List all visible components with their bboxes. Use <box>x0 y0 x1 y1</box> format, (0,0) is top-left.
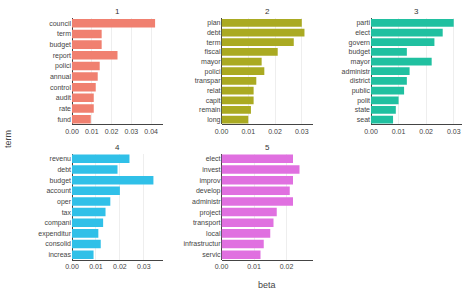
svg-text:debt: debt <box>207 29 221 36</box>
svg-text:0.02: 0.02 <box>268 128 282 135</box>
svg-text:0.03: 0.03 <box>295 128 309 135</box>
svg-text:0.00: 0.00 <box>65 263 79 270</box>
svg-text:term: term <box>207 39 221 46</box>
svg-text:revenu: revenu <box>50 155 72 162</box>
svg-text:3: 3 <box>414 7 419 16</box>
svg-text:term: term <box>57 30 71 37</box>
svg-text:0.03: 0.03 <box>447 128 461 135</box>
svg-text:district: district <box>350 77 370 84</box>
svg-text:0.01: 0.01 <box>247 263 261 270</box>
svg-text:increas: increas <box>48 251 71 258</box>
svg-text:debt: debt <box>57 166 71 173</box>
svg-text:0.00: 0.00 <box>65 128 79 135</box>
svg-text:0.02: 0.02 <box>105 128 119 135</box>
svg-text:develop: develop <box>196 187 221 195</box>
svg-text:4: 4 <box>115 143 120 152</box>
svg-text:project: project <box>199 209 220 217</box>
svg-text:compani: compani <box>45 219 72 227</box>
svg-text:0.03: 0.03 <box>125 128 139 135</box>
svg-text:1: 1 <box>115 7 120 16</box>
svg-text:0.01: 0.01 <box>85 128 99 135</box>
svg-text:consolid: consolid <box>45 240 71 247</box>
svg-text:state: state <box>355 106 370 113</box>
svg-text:local: local <box>206 230 221 237</box>
svg-text:elect: elect <box>355 29 370 36</box>
svg-text:rate: rate <box>59 105 71 112</box>
svg-text:parti: parti <box>356 19 370 27</box>
svg-text:0.00: 0.00 <box>215 263 229 270</box>
svg-text:council: council <box>49 20 71 27</box>
svg-text:capit: capit <box>206 97 221 105</box>
svg-text:0.02: 0.02 <box>280 263 294 270</box>
svg-text:report: report <box>53 52 71 60</box>
svg-text:polici: polici <box>205 68 221 76</box>
svg-text:0.01: 0.01 <box>241 128 255 135</box>
svg-text:expenditur: expenditur <box>38 230 71 238</box>
svg-text:administr: administr <box>342 68 371 75</box>
svg-text:account: account <box>46 187 71 194</box>
svg-text:fiscal: fiscal <box>205 48 221 55</box>
svg-text:transpar: transpar <box>195 77 221 85</box>
svg-text:improv: improv <box>199 177 221 185</box>
svg-text:0.02: 0.02 <box>419 128 433 135</box>
svg-text:govern: govern <box>349 39 371 47</box>
svg-text:0.02: 0.02 <box>113 263 127 270</box>
svg-text:servic: servic <box>202 251 221 258</box>
svg-text:administr: administr <box>192 198 221 205</box>
svg-text:budget: budget <box>50 177 71 185</box>
svg-text:budget: budget <box>50 41 71 49</box>
svg-text:0.04: 0.04 <box>144 128 158 135</box>
svg-text:public: public <box>352 87 371 95</box>
svg-text:mayor: mayor <box>351 58 371 66</box>
svg-text:0.00: 0.00 <box>364 128 378 135</box>
svg-text:5: 5 <box>265 143 270 152</box>
svg-text:0.01: 0.01 <box>89 263 103 270</box>
svg-text:control: control <box>50 84 71 91</box>
svg-text:invest: invest <box>202 166 220 173</box>
svg-text:long: long <box>207 116 220 124</box>
svg-text:tax: tax <box>62 209 72 216</box>
svg-text:polici: polici <box>55 62 71 70</box>
svg-text:oper: oper <box>57 198 72 206</box>
svg-text:0.03: 0.03 <box>137 263 151 270</box>
svg-text:seat: seat <box>357 116 370 123</box>
svg-text:annual: annual <box>50 73 71 80</box>
svg-text:fund: fund <box>57 116 71 123</box>
svg-text:budget: budget <box>349 48 370 56</box>
svg-text:term: term <box>3 130 13 148</box>
svg-text:remain: remain <box>199 106 221 113</box>
svg-text:polit: polit <box>357 97 370 105</box>
svg-text:mayor: mayor <box>201 58 221 66</box>
svg-text:plan: plan <box>207 19 220 27</box>
svg-text:elect: elect <box>206 155 221 162</box>
svg-text:0.01: 0.01 <box>392 128 406 135</box>
svg-text:infrastructur: infrastructur <box>184 240 222 247</box>
svg-text:audit: audit <box>56 94 71 101</box>
svg-text:transport: transport <box>193 219 221 227</box>
svg-text:2: 2 <box>265 7 270 16</box>
svg-text:beta: beta <box>258 280 276 290</box>
svg-text:0.00: 0.00 <box>215 128 229 135</box>
svg-text:relat: relat <box>207 87 221 94</box>
